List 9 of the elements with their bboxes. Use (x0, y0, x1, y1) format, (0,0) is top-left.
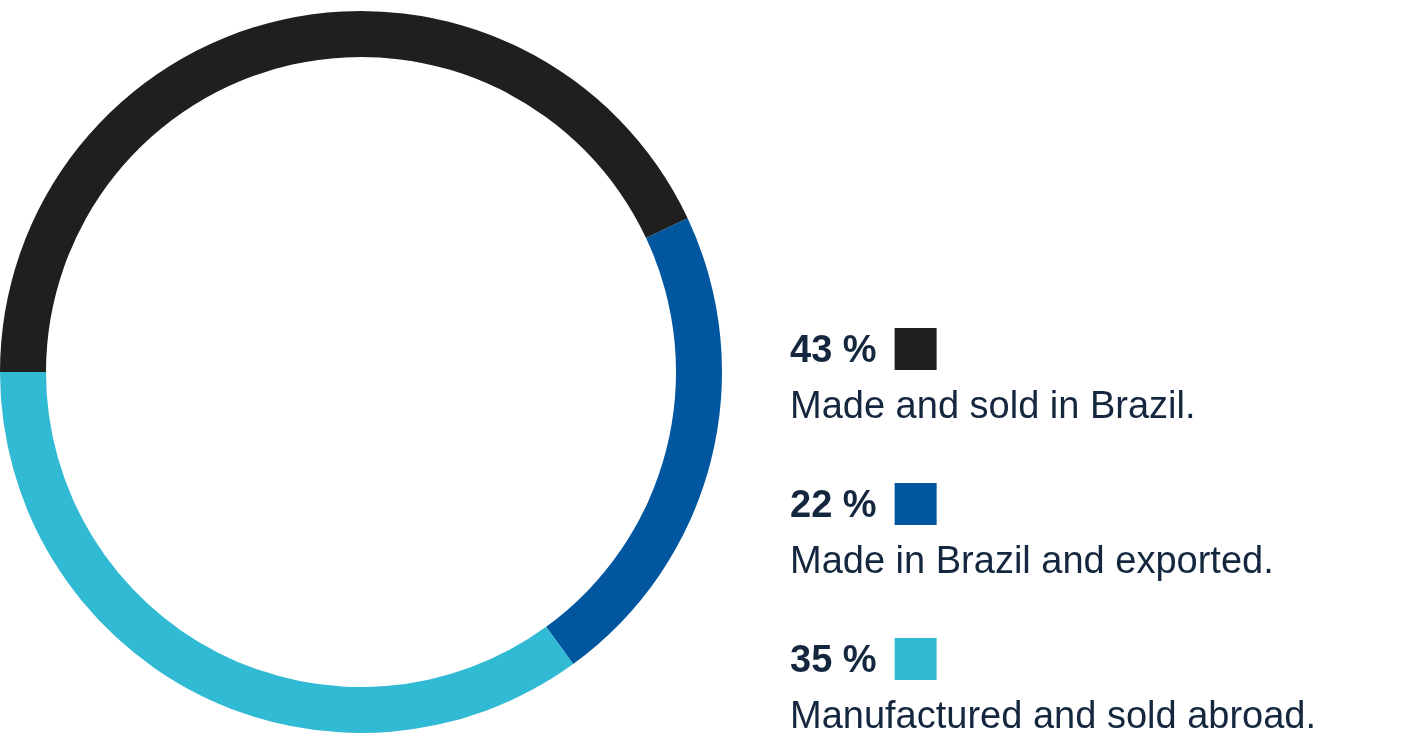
legend-label: Made and sold in Brazil. (790, 384, 1196, 426)
data-label: 22 % (790, 483, 877, 525)
legend-label: Manufactured and sold abroad. (790, 694, 1317, 736)
donut-slice (546, 218, 722, 665)
data-label: 35 % (790, 638, 877, 680)
data-label: 43 % (790, 328, 877, 370)
donut-slice (0, 11, 688, 372)
legend-label: Made in Brazil and exported. (790, 539, 1274, 581)
donut-slice (0, 372, 574, 733)
